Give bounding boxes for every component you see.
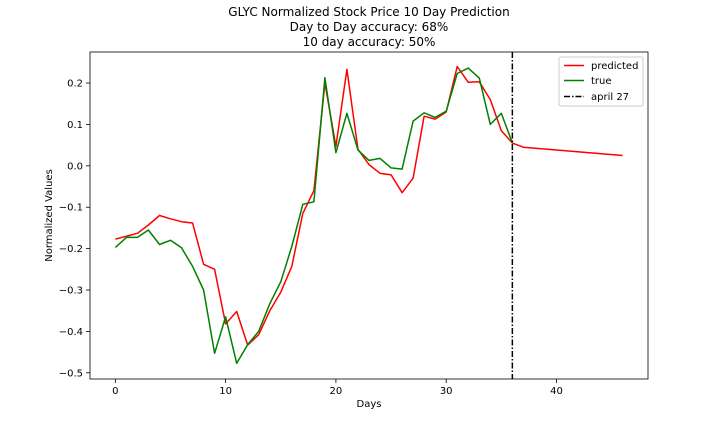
plot-area (89, 51, 649, 380)
x-tick-label: 0 (112, 386, 118, 397)
x-tick-label: 40 (550, 386, 563, 397)
legend: predicted true april 27 (558, 56, 644, 107)
chart-title-line-2: Day to Day accuracy: 68% (290, 20, 449, 34)
x-tick-label: 10 (219, 386, 232, 397)
chart-title-line-1: GLYC Normalized Stock Price 10 Day Predi… (228, 5, 509, 19)
chart-title: GLYC Normalized Stock Price 10 Day Predi… (228, 5, 509, 49)
x-axis-label: Days (357, 399, 382, 410)
legend-label-predicted: predicted (591, 61, 638, 72)
y-tick-label: −0.3 (59, 286, 83, 297)
y-tick-label: 0.2 (67, 79, 83, 90)
plot-frame (89, 51, 649, 380)
y-tick-label: −0.5 (59, 368, 83, 379)
chart-title-line-3: 10 day accuracy: 50% (303, 35, 436, 49)
legend-box (558, 56, 644, 107)
y-tick-label: −0.1 (59, 203, 83, 214)
x-tick-label: 20 (330, 386, 343, 397)
y-tick-label: −0.4 (59, 327, 83, 338)
y-tick-label: −0.2 (59, 244, 83, 255)
y-axis: −0.5 −0.4 −0.3 −0.2 −0.1 0.0 0.1 0.2 (59, 79, 90, 379)
legend-label-true: true (591, 76, 612, 87)
y-tick-label: 0.1 (67, 120, 83, 131)
legend-label-april-27: april 27 (591, 92, 629, 103)
series-layer (114, 65, 623, 365)
x-axis: 0 10 20 30 40 (112, 379, 563, 397)
y-axis-label: Normalized Values (44, 169, 55, 262)
y-tick-label: 0.0 (67, 161, 83, 172)
series-line-true (114, 67, 514, 365)
x-tick-label: 30 (440, 386, 453, 397)
